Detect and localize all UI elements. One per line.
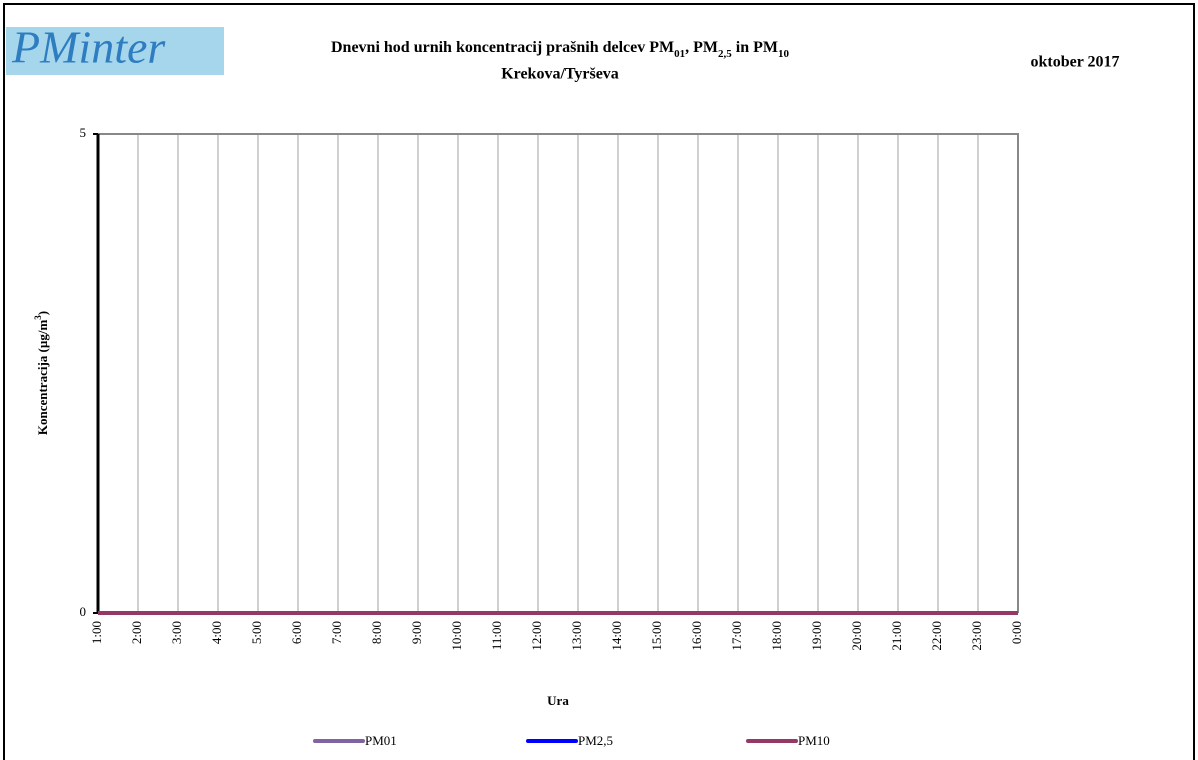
x-tick-label: 20:00	[849, 621, 864, 651]
x-axis-label: Ura	[547, 693, 569, 708]
x-tick-label: 4:00	[209, 621, 224, 644]
frame	[3, 3, 1195, 760]
title-subscript: 2,5	[718, 48, 732, 60]
title-subscript: 01	[674, 48, 685, 60]
title-subscript: 10	[778, 48, 790, 60]
x-tick-label: 12:00	[529, 621, 544, 651]
x-tick-label: 0:00	[1009, 621, 1024, 644]
x-tick-label: 1:00	[89, 621, 104, 644]
date: oktober 2017	[1030, 54, 1119, 71]
x-tick-label: 15:00	[649, 621, 664, 651]
x-tick-label: 5:00	[249, 621, 264, 644]
x-tick-label: 16:00	[689, 621, 704, 651]
x-tick-label: 17:00	[729, 621, 744, 651]
title-part: Dnevni hod urnih koncentracij prašnih de…	[331, 39, 674, 56]
chart-subtitle: Krekova/Tyrševa	[501, 66, 619, 83]
chart-title: Dnevni hod urnih koncentracij prašnih de…	[331, 39, 789, 60]
y-tick-label: 5	[80, 125, 87, 140]
x-tick-label: 6:00	[289, 621, 304, 644]
x-tick-label: 8:00	[369, 621, 384, 644]
x-tick-label: 18:00	[769, 621, 784, 651]
y-axis-label: Koncentracija (µg/m3)	[33, 311, 50, 435]
label-part: Koncentracija (µg/m	[35, 320, 50, 436]
legend-label: PM2,5	[578, 733, 613, 748]
x-tick-label: 19:00	[809, 621, 824, 651]
x-tick-label: 14:00	[609, 621, 624, 651]
legend-label: PM01	[365, 733, 397, 748]
title-part: in PM	[732, 39, 778, 56]
x-tick-label: 13:00	[569, 621, 584, 651]
logo-bg	[6, 27, 224, 75]
x-tick-label: 9:00	[409, 621, 424, 644]
x-tick-label: 7:00	[329, 621, 344, 644]
plot-border	[98, 133, 1019, 613]
y-tick-label: 0	[80, 604, 87, 619]
label-superscript: 3	[33, 315, 43, 320]
x-tick-label: 2:00	[129, 621, 144, 644]
x-tick-label: 23:00	[969, 621, 984, 651]
legend-label: PM10	[798, 733, 830, 748]
x-tick-label: 22:00	[929, 621, 944, 651]
x-tick-label: 3:00	[169, 621, 184, 644]
x-tick-label: 11:00	[489, 621, 504, 650]
title-part: , PM	[685, 39, 718, 56]
label-part: )	[35, 311, 50, 315]
x-tick-label: 10:00	[449, 621, 464, 651]
x-tick-label: 21:00	[889, 621, 904, 651]
logo: PMinter	[11, 22, 166, 73]
